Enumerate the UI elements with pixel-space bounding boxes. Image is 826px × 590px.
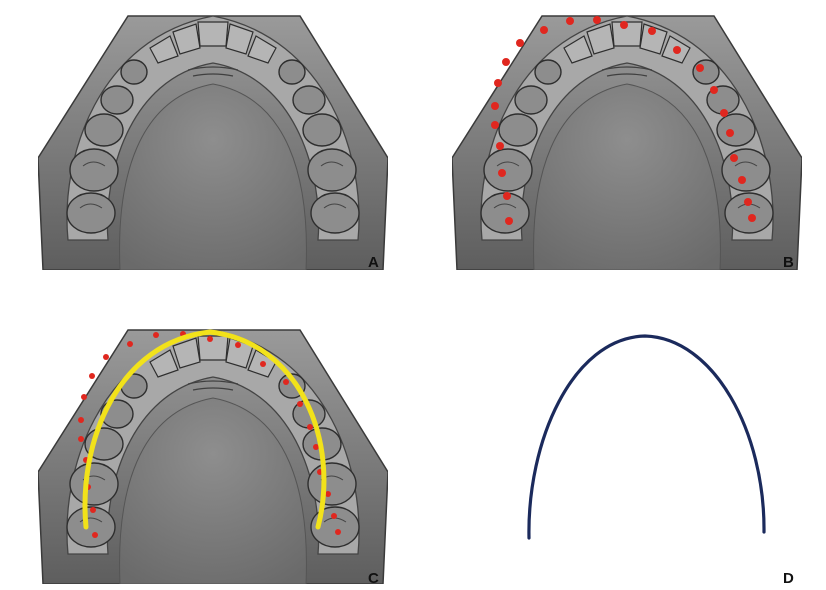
landmark-dot (331, 513, 337, 519)
landmark-dot (494, 79, 502, 87)
landmark-dot (153, 332, 159, 338)
dental-cast-landmarks-image-b (452, 8, 802, 270)
landmark-dot (516, 39, 524, 47)
landmark-dot (335, 529, 341, 535)
dental-cast-image (38, 322, 388, 584)
arch-curve-line (527, 334, 766, 540)
landmark-dot (502, 58, 510, 66)
panel-label-b: B (783, 254, 794, 271)
landmark-dot (325, 491, 331, 497)
landmark-dot (235, 342, 241, 348)
landmark-dot (540, 26, 548, 34)
landmark-dot (207, 336, 213, 342)
landmark-dot (78, 436, 84, 442)
landmark-dot (313, 444, 319, 450)
panel-label-c: C (368, 570, 379, 587)
landmark-dot (710, 86, 718, 94)
landmark-dot (90, 507, 96, 513)
landmark-dot (620, 21, 628, 29)
landmark-dot (696, 64, 704, 72)
landmark-dot (491, 102, 499, 110)
fitted-arch-curve-overlay (82, 329, 327, 530)
landmark-dot (744, 198, 752, 206)
panel-label-a: A (368, 254, 379, 271)
panel-label-d: D (783, 570, 794, 587)
landmark-dot (307, 424, 313, 430)
landmark-dot (491, 121, 499, 129)
landmark-dot (593, 16, 601, 24)
landmark-dot (673, 46, 681, 54)
landmark-dot (127, 341, 133, 347)
landmark-dot (566, 17, 574, 25)
landmark-dot (738, 176, 746, 184)
landmark-dot (648, 27, 656, 35)
landmark-dot (297, 401, 303, 407)
landmark-dot (498, 169, 506, 177)
landmark-dot (89, 373, 95, 379)
dental-cast-curve-fit-image-c (38, 322, 388, 584)
landmark-dot (726, 129, 734, 137)
landmark-dot (720, 109, 728, 117)
landmark-dot (496, 142, 504, 150)
landmark-dot-group (491, 16, 756, 225)
landmark-dot (505, 217, 513, 225)
dental-cast-image (452, 8, 802, 270)
landmark-dot (81, 394, 87, 400)
landmark-dot (503, 192, 511, 200)
dental-cast-image-a (38, 8, 388, 270)
landmark-dot (748, 214, 756, 222)
landmark-dot (78, 417, 84, 423)
landmark-dot (730, 154, 738, 162)
landmark-dot (260, 361, 266, 367)
dental-cast-image (38, 8, 388, 270)
landmark-dot (283, 379, 289, 385)
arch-curve-image-d (452, 322, 802, 584)
landmark-dot (103, 354, 109, 360)
landmark-dot (92, 532, 98, 538)
